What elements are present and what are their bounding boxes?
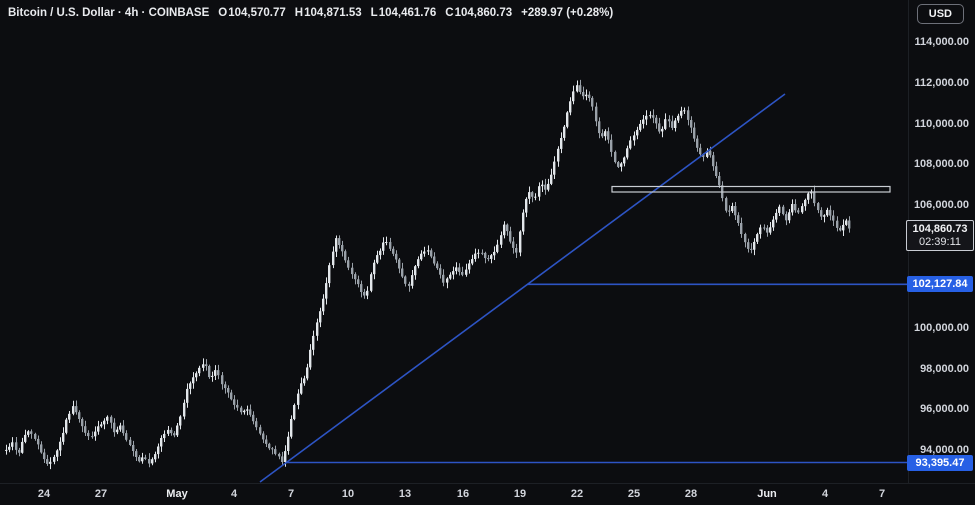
time-axis-tick: 24 xyxy=(37,488,51,500)
currency-button[interactable]: USD xyxy=(916,4,964,24)
ohlc-close: C 104,860.73 xyxy=(445,7,513,19)
price-level-badge: 93,395.47 xyxy=(907,455,973,471)
time-axis-tick: 19 xyxy=(513,488,527,500)
time-axis-tick: 4 xyxy=(230,488,238,500)
time-axis-tick: 25 xyxy=(627,488,641,500)
time-axis-tick: 28 xyxy=(684,488,698,500)
resistance-box-drawing[interactable] xyxy=(611,185,891,193)
price-level-badge: 102,127.84 xyxy=(907,276,973,292)
time-axis-tick: 7 xyxy=(287,488,295,500)
price-axis-tick: 108,000.00 xyxy=(913,158,969,170)
ohlc-high: H 104,871.53 xyxy=(294,7,362,19)
time-axis-tick: 27 xyxy=(94,488,108,500)
time-axis-tick: Jun xyxy=(757,488,777,500)
time-axis-tick: 13 xyxy=(398,488,412,500)
price-axis-tick: 110,000.00 xyxy=(914,118,969,130)
price-axis-tick: 100,000.00 xyxy=(913,322,969,334)
time-axis-tick: 4 xyxy=(821,488,829,500)
time-axis-tick: May xyxy=(166,488,188,500)
price-axis-tick: 96,000.00 xyxy=(920,403,969,415)
time-axis-tick: 16 xyxy=(456,488,470,500)
time-axis-tick: 7 xyxy=(878,488,886,500)
current-price-value: 104,860.73 xyxy=(912,223,968,235)
price-change: +289.97 (+0.28%) xyxy=(521,7,614,19)
price-axis-tick: 94,000.00 xyxy=(920,444,969,456)
current-price-label: 104,860.73 02:39:11 xyxy=(906,220,974,251)
trendline-drawing[interactable] xyxy=(259,93,786,483)
time-axis-tick: 10 xyxy=(341,488,355,500)
price-axis-tick: 98,000.00 xyxy=(920,363,969,375)
bar-countdown: 02:39:11 xyxy=(918,236,961,248)
time-axis[interactable]: 24 27 May 4 7 10 13 16 19 22 25 28 Jun 4 7 xyxy=(0,483,975,505)
horizontal-ray-drawings[interactable] xyxy=(286,283,910,464)
candlestick-series xyxy=(5,79,851,470)
price-axis-tick: 112,000.00 xyxy=(914,77,969,89)
price-axis-tick: 106,000.00 xyxy=(913,199,969,211)
time-axis-tick: 22 xyxy=(570,488,584,500)
ohlc-low: L 104,461.76 xyxy=(370,7,437,19)
ohlc-open: O 104,570.77 xyxy=(218,7,286,19)
symbol-title[interactable]: Bitcoin / U.S. Dollar · 4h · COINBASE xyxy=(8,7,210,19)
price-axis-tick: 114,000.00 xyxy=(914,36,969,48)
